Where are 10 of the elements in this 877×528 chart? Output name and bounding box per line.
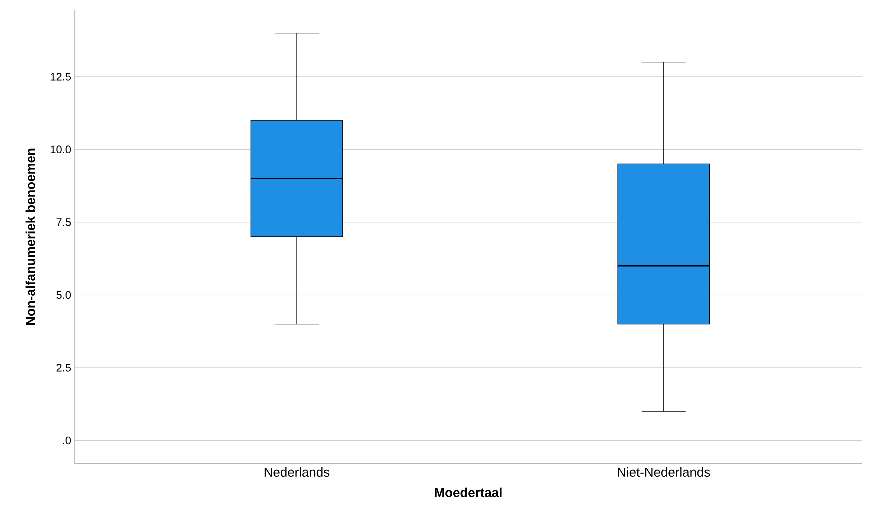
y-tick-label: .0: [63, 436, 72, 445]
y-axis-title: Non-alfanumeriek benoemen: [26, 148, 36, 326]
y-tick-label: 7.5: [56, 218, 72, 226]
y-tick-label: 12.5: [50, 73, 72, 81]
y-tick-label: 5.0: [56, 291, 72, 300]
x-tick-label: Nederlands: [264, 468, 330, 478]
y-tick-label: 10.0: [50, 146, 72, 154]
y-tick-label: 2.5: [56, 364, 72, 372]
x-axis-title: Moedertaal: [435, 488, 502, 498]
x-tick-label: Niet-Nederlands: [618, 468, 710, 478]
